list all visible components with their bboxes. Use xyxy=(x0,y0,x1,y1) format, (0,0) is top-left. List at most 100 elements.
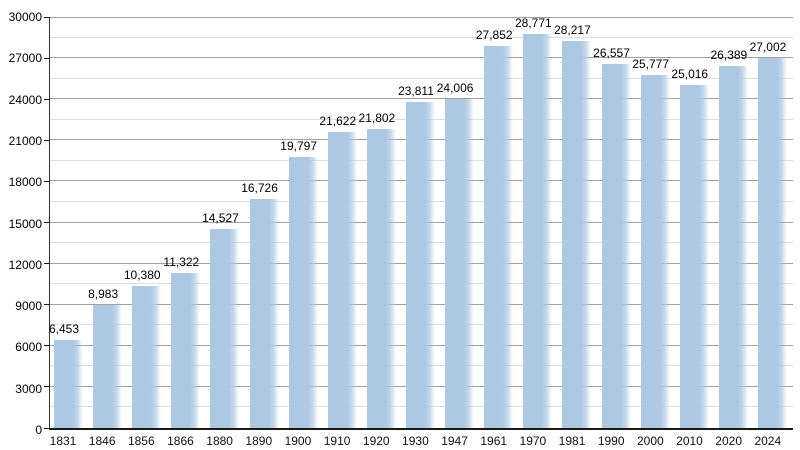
y-axis-tick-0 xyxy=(44,427,50,429)
y-axis-label-9000: 9000 xyxy=(15,299,42,314)
x-slot-1947: 1947 xyxy=(441,434,480,450)
bar-slot-1831: 6,453 xyxy=(48,17,89,428)
x-slot-1846: 1846 xyxy=(88,434,127,450)
bar-slot-2024: 27,002 xyxy=(750,17,793,428)
bar-slot-1961: 27,852 xyxy=(476,17,519,428)
x-axis-label-1866: 1866 xyxy=(167,434,194,448)
bar-1900 xyxy=(288,156,318,428)
y-axis-tick-6000 xyxy=(44,345,50,347)
gridline-minor-28500 xyxy=(50,36,793,38)
x-slot-1856: 1856 xyxy=(127,434,166,450)
bar-2000 xyxy=(640,74,670,428)
y-axis-tick-12000 xyxy=(44,263,50,265)
bar-slot-2010: 25,016 xyxy=(671,17,715,428)
bar-value-label-1890: 16,726 xyxy=(241,180,278,195)
bar-slot-1846: 8,983 xyxy=(88,17,128,428)
bar-1970 xyxy=(523,33,553,428)
bar-slot-1900: 19,797 xyxy=(280,17,324,428)
plot-area: 6,453 8,983 10,380 11,322 14,527 16,726 19,797… xyxy=(44,15,793,430)
x-slot-1990: 1990 xyxy=(597,434,636,450)
bar-1981 xyxy=(562,41,592,428)
bar-value-label-1866: 11,322 xyxy=(163,254,200,269)
x-axis-label-1890: 1890 xyxy=(245,434,273,448)
bar-slot-1930: 23,811 xyxy=(398,17,441,428)
x-slot-1831: 1831 xyxy=(49,434,88,450)
gridline-minor-25500 xyxy=(50,77,793,79)
bar-1990 xyxy=(601,64,631,428)
y-axis-label-3000: 3000 xyxy=(15,381,42,396)
y-axis-tick-21000 xyxy=(44,139,50,141)
x-axis-label-1900: 1900 xyxy=(284,434,312,448)
x-slot-1890: 1890 xyxy=(245,434,284,450)
bar-1846 xyxy=(93,304,123,428)
bar-1910 xyxy=(327,131,357,428)
x-slot-1970: 1970 xyxy=(519,434,558,450)
y-axis-label-30000: 30000 xyxy=(8,10,42,24)
bar-value-label-1880: 14,527 xyxy=(202,210,239,225)
x-slot-2020: 2020 xyxy=(715,434,754,450)
x-axis-label-1970: 1970 xyxy=(519,434,547,448)
x-slot-1981: 1981 xyxy=(558,434,597,450)
bar-slot-1856: 10,380 xyxy=(124,17,167,428)
bar-value-label-1856: 10,380 xyxy=(123,267,161,282)
x-slot-1900: 1900 xyxy=(284,434,323,450)
bar-value-label-1920: 21,802 xyxy=(358,111,396,126)
bar-value-label-1846: 8,983 xyxy=(88,286,119,301)
x-axis-label-1856: 1856 xyxy=(127,434,155,448)
y-axis-tick-3000 xyxy=(44,386,50,388)
bar-value-label-1910: 21,622 xyxy=(319,113,357,128)
bar-value-label-1831: 6,453 xyxy=(48,321,80,336)
bar-value-label-2024: 27,002 xyxy=(749,40,787,55)
gridline-major-30000 xyxy=(50,17,793,18)
y-axis-tick-30000 xyxy=(44,17,50,18)
bar-1880 xyxy=(210,228,240,428)
x-slot-1920: 1920 xyxy=(362,434,401,450)
bar-1961 xyxy=(484,46,514,428)
bar-slot-1880: 14,527 xyxy=(202,17,245,428)
bar-value-label-1961: 27,852 xyxy=(475,28,513,43)
bar-slot-1866: 11,322 xyxy=(163,17,206,428)
bars-container: 6,453 8,983 10,380 11,322 14,527 16,726 19,797… xyxy=(48,15,793,428)
bar-value-label-2000: 25,777 xyxy=(632,56,669,71)
y-axis-tick-9000 xyxy=(44,304,50,306)
y-axis-label-6000: 6000 xyxy=(15,340,42,355)
bar-value-label-1970: 28,771 xyxy=(514,15,552,30)
y-axis-labels: 0 3000 6000 9000 12000 15000 18000 21000 24000 27… xyxy=(0,10,49,437)
bar-slot-1990: 26,557 xyxy=(593,17,637,428)
bar-slot-2020: 26,389 xyxy=(711,17,754,428)
x-axis-label-1961: 1961 xyxy=(480,434,508,448)
bar-1856 xyxy=(132,285,162,428)
bar-1866 xyxy=(171,272,201,428)
x-slot-2024: 2024 xyxy=(754,434,793,450)
bar-1920 xyxy=(366,129,396,428)
bar-value-label-1990: 26,557 xyxy=(593,46,630,61)
x-slot-2000: 2000 xyxy=(636,434,675,450)
bar-slot-1910: 21,622 xyxy=(319,17,363,428)
x-axis-label-1831: 1831 xyxy=(49,434,77,448)
bar-slot-1890: 16,726 xyxy=(241,17,285,428)
x-axis-label-2000: 2000 xyxy=(636,434,664,448)
y-axis-label-0: 0 xyxy=(35,423,42,437)
bar-slot-1920: 21,802 xyxy=(359,17,402,428)
bar-1831 xyxy=(54,339,83,428)
bar-slot-1981: 28,217 xyxy=(554,17,597,428)
x-axis-label-1947: 1947 xyxy=(441,434,468,448)
bar-value-label-1981: 28,217 xyxy=(554,23,591,38)
y-axis-tick-27000 xyxy=(44,57,50,59)
y-axis-tick-24000 xyxy=(44,98,50,100)
gridline-major-27000 xyxy=(50,57,793,59)
y-axis-tick-18000 xyxy=(44,180,50,182)
x-axis-labels: 1831 1846 1856 1866 1880 1890 1900 1910 1920 1930… xyxy=(49,434,793,450)
bar-1890 xyxy=(249,198,279,428)
bar-2020 xyxy=(718,66,748,428)
bar-slot-1947: 24,006 xyxy=(437,17,480,428)
y-axis-label-27000: 27000 xyxy=(8,51,42,66)
bar-value-label-2010: 25,016 xyxy=(671,67,709,82)
x-axis-label-1880: 1880 xyxy=(206,434,233,448)
x-axis-label-1920: 1920 xyxy=(362,434,390,448)
x-axis-label-1930: 1930 xyxy=(402,434,429,448)
y-axis-label-15000: 15000 xyxy=(8,216,42,231)
y-axis-label-12000: 12000 xyxy=(8,257,42,272)
x-axis-label-2010: 2010 xyxy=(676,434,703,448)
